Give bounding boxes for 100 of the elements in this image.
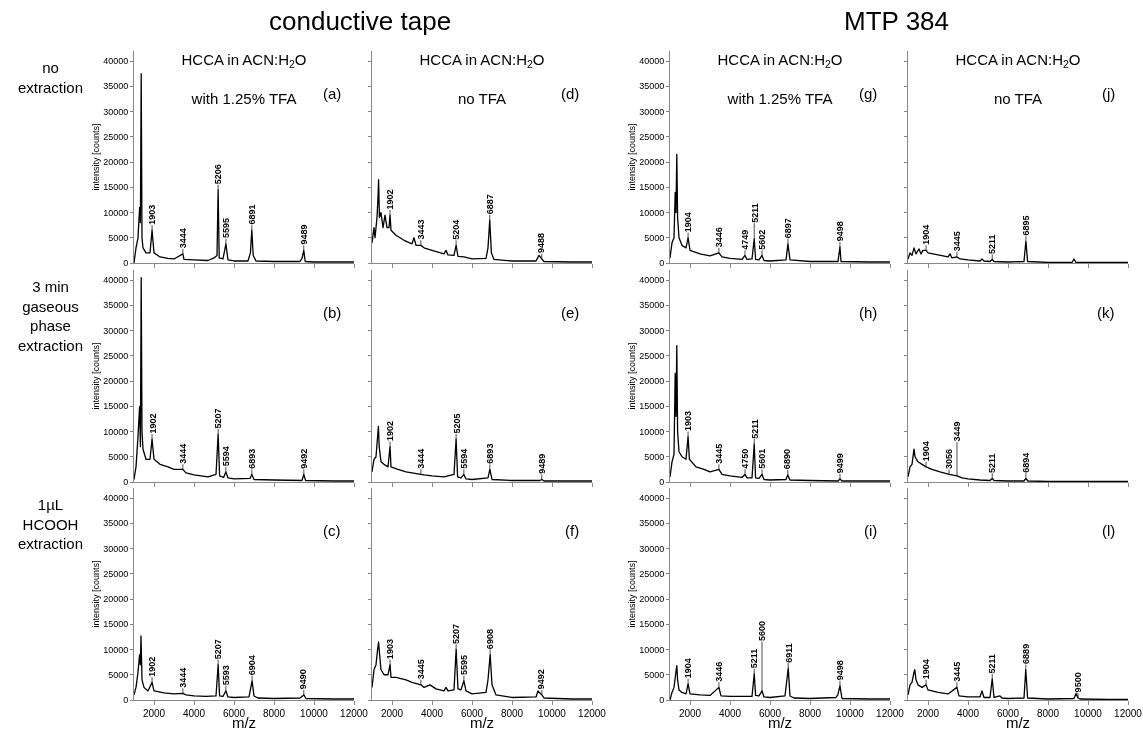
annotation: 3444 xyxy=(416,448,427,469)
y-tick-label: 0 xyxy=(659,695,665,706)
annotation: 5594 xyxy=(459,448,470,469)
annotation: 3446 xyxy=(713,227,724,248)
annotation: 5595 xyxy=(458,655,469,676)
annotation: 1904 xyxy=(920,441,931,462)
annotation: 5593 xyxy=(220,665,231,686)
text: with 1.25% TFA xyxy=(190,90,297,108)
text: with 1.25% TFA xyxy=(726,90,833,108)
annotation: 3444 xyxy=(178,443,189,464)
annotation: 3449 xyxy=(952,421,963,442)
annotation: 5594 xyxy=(220,446,231,467)
x-tick-label: 10000 xyxy=(538,708,567,719)
x-tick-label: 4000 xyxy=(718,708,742,719)
annotation: 6887 xyxy=(485,194,496,215)
y-tick-label: 15000 xyxy=(103,182,129,193)
y-tick-label: 20000 xyxy=(103,157,129,168)
annotation: (c) xyxy=(323,522,341,539)
x-tick-label: 12000 xyxy=(578,708,607,719)
annotation: 3445 xyxy=(952,661,963,682)
y-tick-label: 20000 xyxy=(103,376,129,387)
y-tick-label: 35000 xyxy=(639,518,665,529)
y-tick-label: 0 xyxy=(659,258,665,269)
annotation: (l) xyxy=(1102,522,1116,539)
y-axis-title: intensity [counts] xyxy=(90,123,101,191)
annotation: 6894 xyxy=(1021,452,1032,473)
annotation: 6911 xyxy=(783,643,794,663)
annotation: 5206 xyxy=(212,164,223,185)
y-tick-label: 30000 xyxy=(103,325,129,336)
annotation: 3444 xyxy=(178,667,189,688)
chart-title: HCCA in ACN:H$_{2}$O xyxy=(717,50,843,70)
x-tick-label: 10000 xyxy=(836,708,865,719)
y-tick-label: 10000 xyxy=(103,207,129,218)
y-tick-label: 15000 xyxy=(639,182,665,193)
y-tick-label: 10000 xyxy=(103,644,129,655)
annotation: 9499 xyxy=(834,453,845,474)
y-axis-title: intensity [counts] xyxy=(90,560,101,628)
annotation: 5211 xyxy=(987,234,998,255)
annotation: 4750 xyxy=(740,448,751,469)
annotation: 3443 xyxy=(416,219,427,240)
y-tick-label: 40000 xyxy=(103,275,129,286)
annotation: 5600 xyxy=(757,620,768,641)
chart-title: HCCA in ACN:H$_{2}$O xyxy=(955,50,1081,70)
x-tick-label: 8000 xyxy=(500,708,524,719)
y-tick-label: 40000 xyxy=(639,275,665,286)
annotation: 6890 xyxy=(782,449,793,470)
y-tick-label: 5000 xyxy=(644,451,665,462)
y-tick-label: 40000 xyxy=(639,56,665,67)
y-tick-label: 5000 xyxy=(108,669,129,680)
y-tick-label: 30000 xyxy=(103,106,129,117)
annotation: 1902 xyxy=(147,413,158,434)
annotation: (a) xyxy=(323,85,342,102)
annotation: 1903 xyxy=(683,411,694,432)
chart-title: HCCA in ACN:H$_{2}$O xyxy=(181,50,307,70)
annotation: 6891 xyxy=(247,204,258,225)
annotation: 3444 xyxy=(177,228,188,249)
annotation: 5595 xyxy=(220,218,231,239)
annotation: 6893 xyxy=(485,443,496,464)
annotation: 5601 xyxy=(757,448,768,469)
annotation: 1904 xyxy=(682,212,693,233)
y-tick-label: 25000 xyxy=(103,350,129,361)
y-tick-label: 0 xyxy=(123,258,129,269)
y-tick-label: 15000 xyxy=(639,619,665,630)
annotation: 5204 xyxy=(451,219,462,240)
y-tick-label: 20000 xyxy=(639,594,665,605)
annotation: 3445 xyxy=(714,443,725,464)
annotation: 1902 xyxy=(147,656,158,677)
annotation: 5211 xyxy=(749,648,760,669)
y-tick-label: 5000 xyxy=(644,669,665,680)
x-tick-label: 4000 xyxy=(182,708,206,719)
annotation: 6897 xyxy=(782,218,793,239)
annotation: (j) xyxy=(1102,85,1116,102)
annotation: 6895 xyxy=(1021,215,1032,236)
x-tick-label: 10000 xyxy=(300,708,329,719)
y-tick-label: 5000 xyxy=(108,451,129,462)
x-tick-label: 10000 xyxy=(1074,708,1103,719)
y-tick-label: 10000 xyxy=(639,207,665,218)
annotation: 9492 xyxy=(299,448,310,469)
annotation: 9492 xyxy=(536,669,547,690)
annotation: 9489 xyxy=(299,224,309,245)
text: MTP 384 xyxy=(844,6,950,36)
x-tick-label: 8000 xyxy=(262,708,286,719)
x-tick-label: 2000 xyxy=(142,708,166,719)
annotation: 6908 xyxy=(485,629,496,650)
y-tick-label: 10000 xyxy=(639,426,665,437)
chart-title: HCCA in ACN:H$_{2}$O xyxy=(419,50,545,70)
annotation: 5211 xyxy=(749,203,760,223)
y-tick-label: 15000 xyxy=(103,619,129,630)
y-tick-label: 25000 xyxy=(103,131,129,142)
annotation: 5205 xyxy=(451,413,462,434)
text: 3 min gaseous phase extraction xyxy=(18,278,84,354)
annotation: 9490 xyxy=(298,669,309,690)
y-tick-label: 25000 xyxy=(639,350,665,361)
annotation: 5211 xyxy=(987,453,998,474)
annotation: (h) xyxy=(859,304,878,321)
annotation: 5207 xyxy=(213,639,224,660)
y-axis-title: intensity [counts] xyxy=(626,123,637,191)
y-tick-label: 15000 xyxy=(639,401,665,412)
y-tick-label: 10000 xyxy=(103,426,129,437)
annotation: 1902 xyxy=(384,421,395,442)
